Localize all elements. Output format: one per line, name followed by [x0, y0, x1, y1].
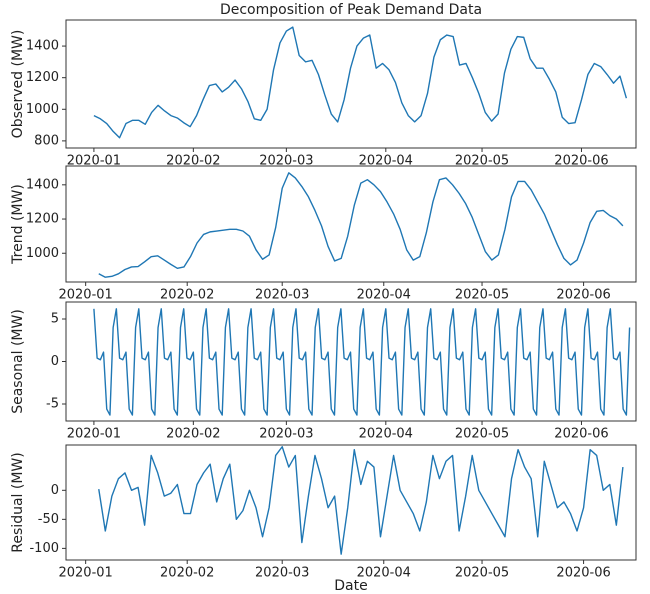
x-tick-label: 2020-02	[160, 288, 214, 303]
x-tick-label: 2020-06	[554, 427, 608, 442]
x-tick-label: 2020-06	[556, 566, 610, 581]
y-tick-label: 1200	[26, 212, 59, 227]
y-tick-label: 1000	[26, 102, 59, 117]
y-tick-label: 0	[51, 483, 59, 498]
y-tick-label: 1000	[26, 246, 59, 261]
plot-frame	[65, 19, 637, 149]
plot-frame	[65, 444, 637, 561]
x-tick-label: 2020-01	[67, 154, 121, 169]
x-tick-label: 2020-01	[58, 288, 112, 303]
data-line	[93, 26, 628, 139]
x-axis-label: Date	[334, 578, 367, 594]
x-tick-label: 2020-04	[357, 288, 411, 303]
y-axis-label: Residual (MW)	[10, 452, 26, 552]
y-tick-label: 800	[34, 133, 59, 148]
x-tick-label: 2020-03	[255, 288, 309, 303]
x-tick-label: 2020-04	[357, 566, 411, 581]
x-tick-label: 2020-04	[359, 154, 413, 169]
data-line	[98, 172, 624, 278]
y-tick-label: -5	[46, 397, 59, 412]
x-tick-label: 2020-03	[255, 566, 309, 581]
plot-frame	[65, 165, 637, 283]
x-tick-label: 2020-02	[160, 566, 214, 581]
x-tick-label: 2020-05	[455, 154, 509, 169]
x-tick-label: 2020-01	[58, 566, 112, 581]
x-tick-label: 2020-06	[554, 154, 608, 169]
x-tick-label: 2020-01	[67, 427, 121, 442]
subplot: -100 -50 0 2020-01 2020-02 2020-03 2020-04 2020…	[10, 444, 637, 594]
x-tick-label: 2020-03	[259, 154, 313, 169]
x-tick-label: 2020-05	[455, 288, 509, 303]
data-line	[93, 308, 631, 416]
chart-title: Decomposition of Peak Demand Data	[220, 2, 482, 18]
subplot: 1000 1200 1400 2020-01 2020-02 2020-03 2020-04…	[10, 165, 637, 303]
y-tick-label: 1200	[26, 70, 59, 85]
subplot: 800 1000 1200 1400 2020-01 2020-02 2020-03 2020…	[10, 2, 637, 169]
x-tick-label: 2020-02	[166, 154, 220, 169]
y-tick-label: -100	[29, 541, 59, 556]
subplot: -5 0 5 2020-01 2020-02 2020-03 2020-04 2020-05 2…	[10, 301, 637, 442]
y-tick-label: 0	[51, 354, 59, 369]
data-line	[98, 446, 624, 555]
y-tick-label: 1400	[26, 39, 59, 54]
y-tick-label: -50	[38, 512, 59, 527]
x-tick-label: 2020-04	[359, 427, 413, 442]
x-tick-label: 2020-06	[556, 288, 610, 303]
x-tick-label: 2020-02	[166, 427, 220, 442]
x-tick-label: 2020-03	[259, 427, 313, 442]
x-tick-label: 2020-05	[455, 427, 509, 442]
y-axis-label: Seasonal (MW)	[10, 309, 26, 414]
x-tick-label: 2020-05	[455, 566, 509, 581]
y-tick-label: 5	[51, 312, 59, 327]
y-axis-label: Observed (MW)	[10, 30, 26, 139]
y-tick-label: 1400	[26, 177, 59, 192]
y-axis-label: Trend (MW)	[10, 184, 26, 265]
